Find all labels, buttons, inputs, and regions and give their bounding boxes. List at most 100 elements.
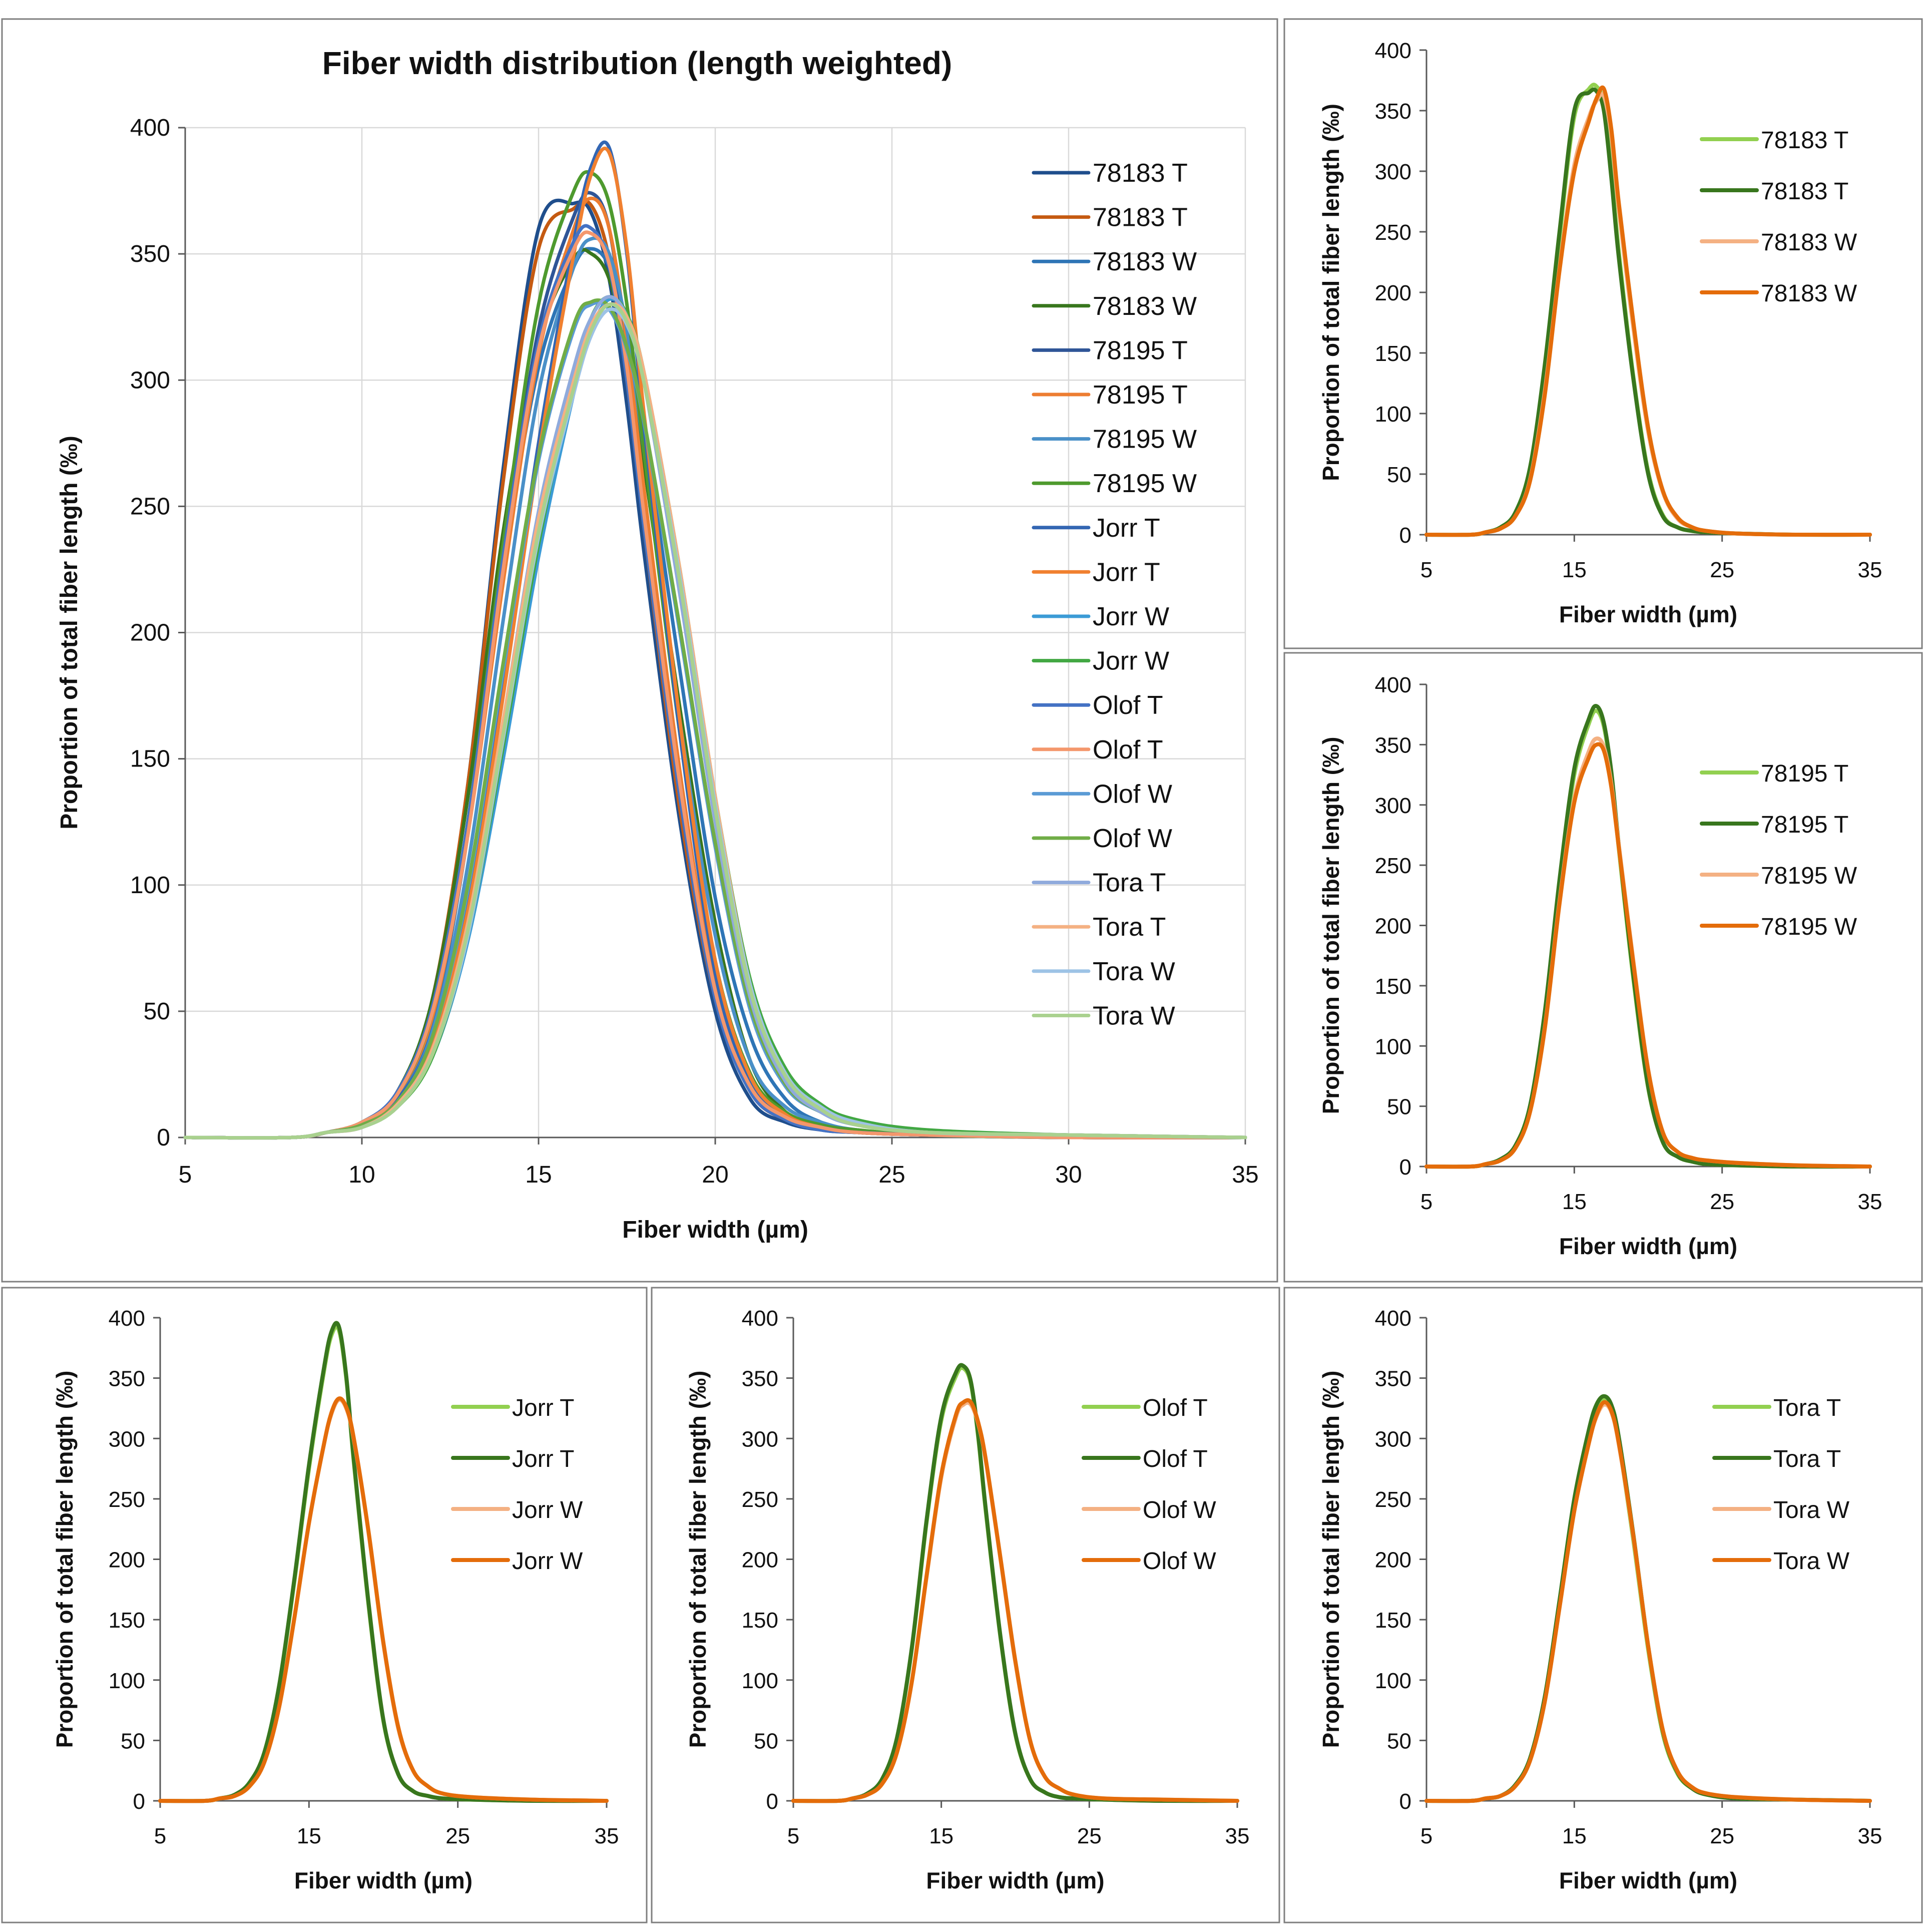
chart-panel-6: 0 50 100 150 200 250 300 350 400 5 15 25 35 Fiber wid… xyxy=(1283,1287,1923,1923)
series-line-4 xyxy=(1424,85,1872,537)
y-tick-label: 100 xyxy=(1375,402,1411,427)
y-axis-label: Proportion of total fiber length (‰) xyxy=(1318,1371,1344,1748)
y-tick-label: 200 xyxy=(130,620,170,646)
y-tick-label: 400 xyxy=(1375,39,1411,63)
y-tick-label: 150 xyxy=(742,1608,778,1633)
legend-entry: Jorr T xyxy=(1093,514,1160,543)
x-axis-label: Fiber width (µm) xyxy=(1559,1233,1737,1259)
legend-entry: 78195 W xyxy=(1761,914,1857,940)
y-tick-label: 300 xyxy=(1375,794,1411,818)
legend-entry: 78183 T xyxy=(1761,178,1848,205)
x-tick-label: 15 xyxy=(929,1824,953,1848)
x-tick-label: 35 xyxy=(1225,1824,1250,1848)
y-tick-label: 250 xyxy=(130,493,170,520)
y-tick-label: 400 xyxy=(1375,673,1411,697)
y-tick-label: 300 xyxy=(130,367,170,394)
y-tick-label: 400 xyxy=(130,115,170,141)
x-tick-label: 35 xyxy=(1858,558,1882,582)
legend-entry: 78195 T xyxy=(1093,336,1188,365)
legend-entry: 78195 W xyxy=(1761,863,1857,889)
y-tick-label: 150 xyxy=(1375,974,1411,999)
y-tick-label: 300 xyxy=(1375,1427,1411,1451)
x-axis-label: Fiber width (µm) xyxy=(294,1867,472,1893)
legend-entry: Jorr W xyxy=(1093,647,1169,676)
series-line-20 xyxy=(183,302,1247,1140)
chart-panel-2: 0 50 100 150 200 250 300 350 400 5 15 25 35 Fiber wid… xyxy=(1283,18,1923,649)
y-tick-label: 200 xyxy=(109,1548,145,1573)
chart-panel-5: 0 50 100 150 200 250 300 350 400 5 15 25 35 Fiber wid… xyxy=(651,1287,1280,1923)
y-tick-label: 250 xyxy=(742,1487,778,1512)
chart-panel-1: 0 50 100 150 200 250 300 350 400 5 10 15 20 25 30 35 Fib… xyxy=(1,18,1278,1283)
legend-entry: 78183 T xyxy=(1093,159,1188,188)
legend-entry: Olof T xyxy=(1093,735,1163,764)
y-tick-label: 50 xyxy=(754,1729,778,1753)
chart-frame xyxy=(1,1287,648,1923)
legend-entry: Olof T xyxy=(1093,691,1163,720)
y-tick-label: 0 xyxy=(133,1789,145,1814)
y-tick-label: 100 xyxy=(1375,1034,1411,1059)
chart-frame xyxy=(1,18,1278,1283)
y-tick-label: 300 xyxy=(1375,160,1411,184)
x-tick-label: 25 xyxy=(445,1824,470,1848)
y-axis-label: Proportion of total fiber length (‰) xyxy=(1318,737,1344,1114)
y-tick-label: 0 xyxy=(1399,1789,1411,1814)
series-line-2 xyxy=(158,1321,609,1803)
legend-entry: Olof W xyxy=(1143,1497,1216,1523)
x-axis-label: Fiber width (µm) xyxy=(926,1867,1104,1893)
y-tick-label: 200 xyxy=(1375,281,1411,305)
legend-entry: 78183 W xyxy=(1761,280,1857,307)
legend-entry: Tora T xyxy=(1093,869,1166,898)
y-tick-label: 250 xyxy=(1375,854,1411,878)
chart-frame xyxy=(1283,652,1923,1283)
x-tick-label: 25 xyxy=(1077,1824,1102,1848)
y-tick-label: 50 xyxy=(121,1729,145,1753)
y-tick-label: 250 xyxy=(109,1487,145,1512)
legend-entry: Tora W xyxy=(1093,957,1175,986)
x-tick-label: 30 xyxy=(1055,1162,1082,1188)
y-axis-label: Proportion of total fiber length (‰) xyxy=(1318,104,1344,481)
y-axis-label: Proportion of total fiber length (‰) xyxy=(685,1371,711,1748)
x-tick-label: 25 xyxy=(878,1162,905,1188)
legend-entry: Tora T xyxy=(1093,913,1166,942)
legend-entry: Olof W xyxy=(1093,780,1172,809)
y-tick-label: 0 xyxy=(1399,1155,1411,1180)
legend-entry: 78195 W xyxy=(1093,469,1197,498)
y-tick-label: 50 xyxy=(144,998,170,1025)
x-tick-label: 15 xyxy=(297,1824,321,1848)
y-tick-label: 350 xyxy=(109,1367,145,1391)
legend-entry: 78183 W xyxy=(1761,229,1857,256)
y-tick-label: 150 xyxy=(1375,1608,1411,1633)
chart-frame xyxy=(1283,18,1923,649)
y-axis-label: Proportion of total fiber length (‰) xyxy=(52,1371,78,1748)
x-tick-label: 10 xyxy=(348,1162,375,1188)
y-tick-label: 350 xyxy=(1375,99,1411,124)
legend-entry: Jorr T xyxy=(512,1395,574,1421)
legend-entry: Olof W xyxy=(1093,824,1172,853)
series-line-2 xyxy=(791,1363,1239,1803)
chart-panel-4: 0 50 100 150 200 250 300 350 400 5 15 25 35 Fiber wid… xyxy=(1,1287,648,1923)
legend-entry: 78183 T xyxy=(1093,203,1188,232)
y-tick-label: 0 xyxy=(1399,523,1411,548)
y-tick-label: 400 xyxy=(742,1306,778,1331)
legend-entry: 78195 T xyxy=(1761,812,1848,838)
legend-entry: 78195 T xyxy=(1093,380,1188,410)
series-line-4 xyxy=(158,1396,609,1803)
x-tick-label: 5 xyxy=(179,1162,192,1188)
legend-entry: Jorr T xyxy=(1093,558,1160,587)
y-tick-label: 200 xyxy=(1375,1548,1411,1573)
legend-entry: Tora W xyxy=(1093,1001,1175,1030)
x-tick-label: 15 xyxy=(1562,1190,1587,1214)
chart-panel-3: 0 50 100 150 200 250 300 350 400 5 15 25 35 Fiber wid… xyxy=(1283,652,1923,1283)
x-tick-label: 15 xyxy=(525,1162,552,1188)
x-tick-label: 15 xyxy=(1562,1824,1587,1848)
y-tick-label: 400 xyxy=(1375,1306,1411,1331)
legend-entry: Jorr W xyxy=(1093,602,1169,631)
y-tick-label: 200 xyxy=(1375,914,1411,939)
x-axis-label: Fiber width (µm) xyxy=(1559,601,1737,627)
x-tick-label: 5 xyxy=(154,1824,166,1848)
series-line-4 xyxy=(1424,1400,1872,1803)
y-tick-label: 350 xyxy=(130,241,170,267)
y-tick-label: 350 xyxy=(1375,1367,1411,1391)
x-tick-label: 25 xyxy=(1710,1824,1734,1848)
y-tick-label: 100 xyxy=(742,1669,778,1693)
